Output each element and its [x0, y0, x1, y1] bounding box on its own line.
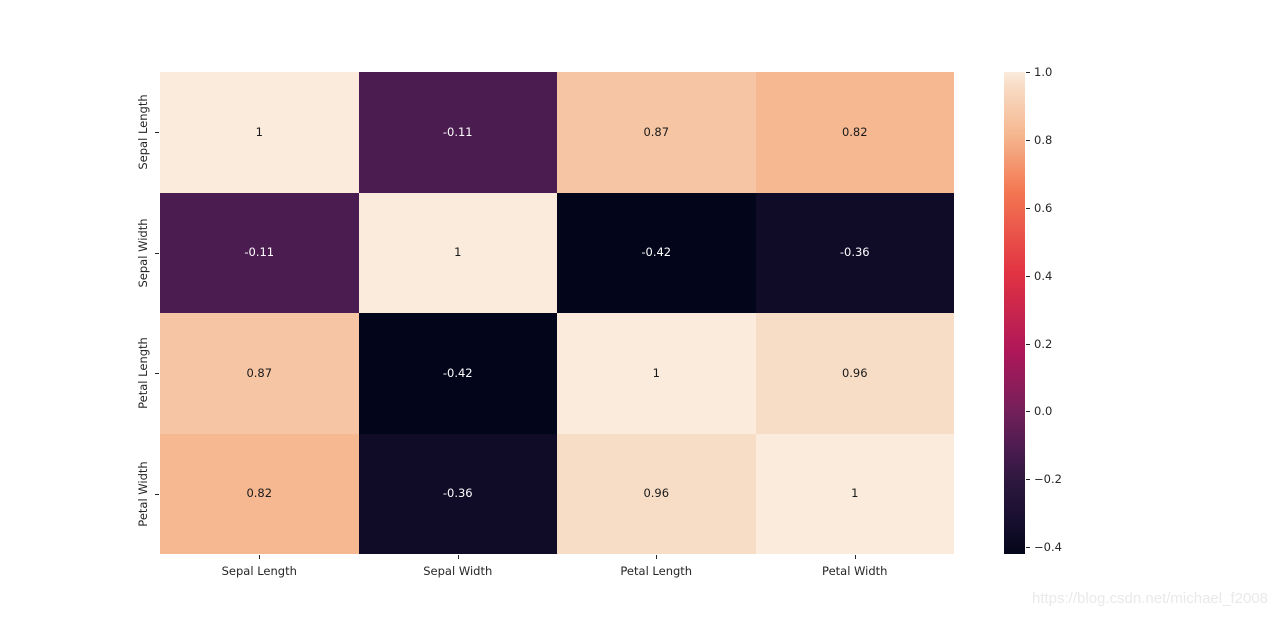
cell-annotation: -0.42	[442, 365, 473, 380]
cell-annotation: 0.82	[841, 124, 868, 139]
heatmap-cell: -0.42	[557, 192, 756, 313]
heatmap-cell: 0.87	[557, 72, 756, 193]
cell-annotation: 1	[255, 124, 263, 139]
cell-annotation: -0.11	[244, 245, 275, 259]
cell-annotation: -0.36	[839, 245, 870, 259]
cell-annotation: 1	[851, 486, 859, 500]
cell-annotation: 1	[454, 245, 462, 259]
colorbar-tick-label: 0.6	[1034, 200, 1053, 215]
colorbar-tick-label: 1.0	[1034, 65, 1053, 79]
colorbar-tick-label: −0.2	[1034, 472, 1062, 487]
colorbar-tick-mark	[1026, 343, 1030, 345]
cell-annotation: 0.87	[246, 365, 273, 380]
colorbar-tick-mark	[1026, 411, 1030, 413]
cell-annotation: -0.36	[442, 486, 473, 500]
cell-annotation: 0.96	[841, 365, 868, 380]
x-tick-mark	[854, 555, 856, 559]
heatmap-cell: -0.36	[358, 433, 557, 554]
cell-annotation: 1	[652, 365, 660, 380]
colorbar-tick-label: 0.2	[1034, 336, 1053, 351]
heatmap-cell: 0.82	[755, 72, 954, 193]
colorbar-tick-mark	[1026, 547, 1030, 549]
heatmap-cell: -0.11	[160, 192, 359, 313]
heatmap-cell: 0.87	[160, 313, 359, 434]
heatmap-cell: -0.42	[358, 313, 557, 434]
colorbar-tick-mark	[1026, 139, 1030, 141]
heatmap-cell: 1	[358, 192, 557, 313]
y-tick-mark	[155, 252, 159, 254]
y-tick-mark	[155, 493, 159, 495]
colorbar-tick-mark	[1026, 207, 1030, 209]
colorbar	[1004, 72, 1025, 554]
x-tick-label: Petal Length	[620, 564, 693, 578]
watermark-text: https://blog.csdn.net/michael_f2008	[1032, 590, 1268, 607]
heatmap-cell: 0.82	[160, 433, 359, 554]
colorbar-tick-label: 0.4	[1034, 268, 1053, 283]
colorbar-tick-label: 0.0	[1034, 404, 1053, 419]
y-tick-mark	[155, 132, 159, 134]
colorbar-tick-mark	[1026, 275, 1030, 277]
cell-annotation: 0.87	[643, 124, 670, 139]
heatmap-cell: -0.11	[358, 72, 557, 193]
x-tick-label: Sepal Width	[423, 564, 493, 578]
heatmap-cell: 1	[557, 313, 756, 434]
x-tick-label: Sepal Length	[221, 564, 297, 578]
cell-annotation: -0.42	[641, 245, 672, 259]
x-tick-mark	[259, 555, 261, 559]
colorbar-tick-label: −0.4	[1034, 540, 1062, 555]
heatmap-cell: 0.96	[755, 313, 954, 434]
heatmap-cell: 1	[160, 72, 359, 193]
colorbar-tick-mark	[1026, 72, 1030, 73]
x-tick-mark	[457, 555, 459, 559]
x-tick-mark	[656, 555, 658, 559]
colorbar-tick-mark	[1026, 479, 1030, 481]
heatmap-cell: 0.96	[557, 433, 756, 554]
colorbar-tick-label: 0.8	[1034, 132, 1053, 147]
heatmap-cell: 1	[755, 433, 954, 554]
cell-annotation: 0.96	[643, 486, 670, 500]
y-tick-mark	[155, 373, 159, 375]
heatmap-grid: 1 -0.11 0.87 0.82 -0.11 1 -0.42 -0.36 0.87 -0.42 1…	[160, 72, 954, 554]
x-tick-label: Petal Width	[822, 564, 888, 578]
heatmap-cell: -0.36	[755, 192, 954, 313]
cell-annotation: -0.11	[442, 124, 473, 139]
cell-annotation: 0.82	[246, 486, 273, 500]
